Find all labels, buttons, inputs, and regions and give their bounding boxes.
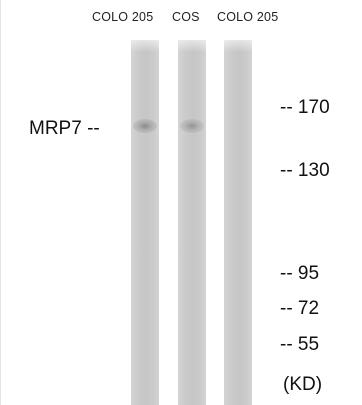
marker-55: -- 55 <box>280 334 320 355</box>
lane-label-colo205-1: COLO 205 <box>92 10 154 24</box>
blot-lane-3 <box>224 40 252 405</box>
protein-label: MRP7 -- <box>29 118 100 139</box>
lane-label-colo205-2: COLO 205 <box>217 10 279 24</box>
marker-130: -- 130 <box>280 160 330 181</box>
marker-72: -- 72 <box>280 298 320 319</box>
image-border <box>0 0 1 405</box>
blot-lane-1 <box>131 40 159 405</box>
marker-95: -- 95 <box>280 263 320 284</box>
marker-170: -- 170 <box>280 97 330 118</box>
mrp7-band <box>133 119 157 133</box>
lane-label-cos: COS <box>172 10 200 24</box>
mrp7-band <box>180 119 204 133</box>
blot-lane-2 <box>178 40 206 405</box>
unit-label: (KD) <box>283 374 323 395</box>
